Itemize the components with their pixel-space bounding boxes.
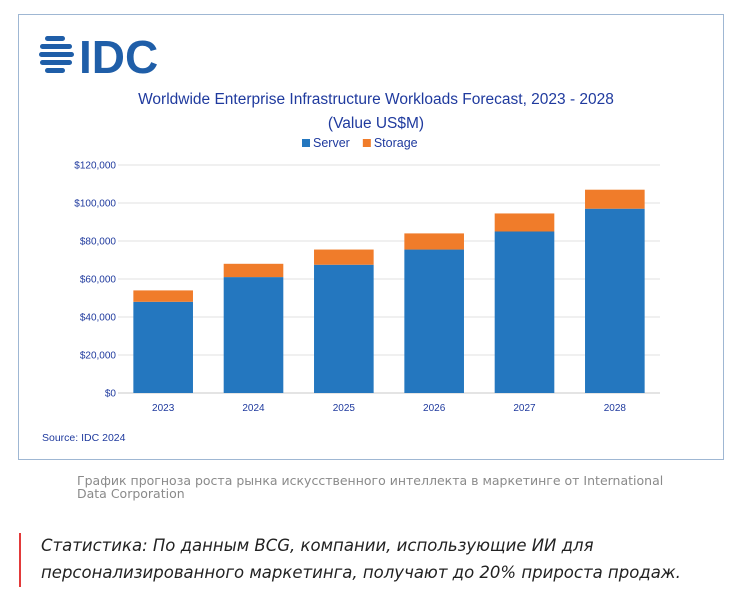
chart-canvas: Worldwide Enterprise Infrastructure Work…: [42, 91, 660, 444]
legend-swatch-storage: [362, 139, 371, 147]
legend-label-storage: Storage: [374, 136, 418, 150]
chart-subtitle: (Value US$M): [328, 115, 424, 132]
x-tick-label: 2026: [423, 403, 446, 414]
y-tick-label: $60,000: [80, 275, 117, 286]
bar-storage-2027: [494, 213, 555, 232]
chart-legend: Server Storage: [302, 136, 418, 150]
x-tick-label: 2028: [604, 403, 627, 414]
y-tick-label: $40,000: [80, 313, 117, 324]
y-tick-label: $20,000: [80, 351, 117, 362]
bar-storage-2028: [585, 189, 645, 209]
chart-source: Source: IDC 2024: [42, 432, 126, 444]
y-tick-label: $100,000: [74, 199, 116, 210]
x-tick-label: 2023: [152, 403, 175, 414]
quote-accent-bar: [19, 533, 21, 587]
x-axis: 2023 2024 2025 2026 2027 2028: [152, 403, 626, 414]
bar-server-2026: [404, 249, 464, 393]
bar-storage-2026: [404, 233, 464, 250]
chart-grid: [118, 164, 660, 394]
y-tick-label: $80,000: [80, 237, 117, 248]
bar-server-2023: [133, 301, 193, 393]
figure-caption: График прогноза роста рынка искусственно…: [77, 473, 664, 501]
statistics-quote: Статистика: По данным BCG, компании, исп…: [41, 536, 681, 582]
bar-server-2024: [223, 277, 284, 393]
idc-logo: IDC: [39, 33, 158, 79]
legend-swatch-server: [302, 139, 310, 147]
legend-label-server: Server: [313, 136, 350, 150]
bar-storage-2025: [314, 249, 374, 265]
chart-title: Worldwide Enterprise Infrastructure Work…: [138, 91, 614, 108]
globe-icon: [39, 36, 74, 73]
x-tick-label: 2027: [513, 403, 536, 414]
bar-server-2028: [585, 208, 645, 393]
logo-text: IDC: [79, 33, 158, 79]
y-axis: $0 $20,000 $40,000 $60,000 $80,000 $100,000 $1…: [74, 161, 116, 400]
x-tick-label: 2025: [333, 403, 356, 414]
bar-server-2027: [494, 231, 555, 393]
x-tick-label: 2024: [242, 403, 265, 414]
y-tick-label: $120,000: [74, 161, 116, 172]
chart-figure: IDC Worldwide Enterprise Infrastructure …: [18, 14, 724, 460]
bar-storage-2024: [223, 263, 284, 278]
bar-storage-2023: [133, 290, 193, 302]
y-tick-label: $0: [105, 389, 117, 400]
chart-bars: [133, 189, 645, 393]
bar-server-2025: [314, 264, 374, 393]
